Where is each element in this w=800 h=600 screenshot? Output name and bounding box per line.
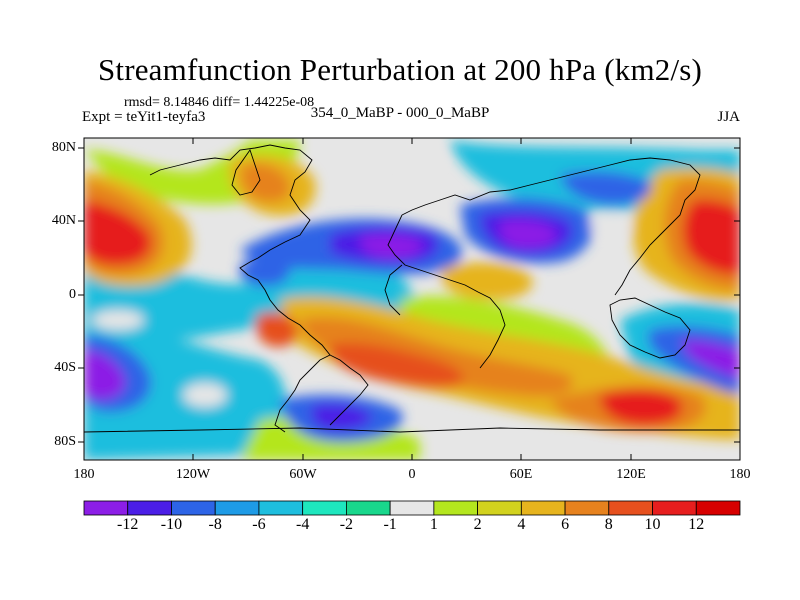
difference-label: 354_0_MaBP - 000_0_MaBP: [310, 105, 490, 121]
lat-label-40s: 40S: [54, 360, 76, 375]
colorbar-label: 4: [517, 516, 526, 533]
lat-label-40n: 40N: [51, 213, 76, 228]
colorbar-label: -8: [208, 516, 222, 533]
colorbar-swatch: [214, 500, 260, 516]
colorbar-swatch: [83, 500, 129, 516]
colorbar-label: 10: [644, 516, 661, 533]
colorbar-swatch: [695, 500, 741, 516]
plot-title: Streamfunction Perturbation at 200 hPa (…: [97, 52, 703, 87]
lon-label-60e: 60E: [509, 467, 533, 482]
lat-label-80n: 80N: [51, 140, 76, 155]
colorbar-label: -1: [383, 516, 397, 533]
lat-label-80s: 80S: [54, 434, 76, 449]
season-label: JJA: [717, 109, 740, 125]
lon-label-120e: 120E: [616, 467, 646, 482]
colorbar-label: -6: [252, 516, 266, 533]
colorbar-label: 6: [561, 516, 570, 533]
colorbar-label: 12: [688, 516, 705, 533]
colorbar-swatch: [302, 500, 347, 516]
lon-label-180w: 180: [73, 467, 95, 482]
colorbar: [83, 500, 741, 516]
colorbar-swatch: [477, 500, 522, 516]
colorbar-swatch: [564, 500, 610, 516]
experiment-label: Expt = teYit1-teyfa3: [82, 109, 206, 125]
lon-label-180e: 180: [729, 467, 751, 482]
lon-ticks: [83, 138, 741, 460]
colorbar-swatch: [345, 500, 391, 516]
colorbar-swatch: [652, 500, 697, 516]
colorbar-swatch: [520, 500, 566, 516]
contour-field: [84, 138, 740, 460]
lon-label-120w: 120W: [175, 467, 211, 482]
colorbar-swatch: [389, 500, 435, 516]
stats-label: rmsd= 8.14846 diff= 1.44225e-08: [124, 95, 315, 110]
colorbar-label: -2: [339, 516, 354, 533]
lat-label-0: 0: [69, 287, 76, 302]
colorbar-label: -10: [160, 516, 183, 533]
colorbar-label: 2: [473, 516, 482, 533]
colorbar-swatch: [258, 500, 304, 516]
colorbar-label: 1: [429, 516, 438, 533]
colorbar-label: 8: [604, 516, 613, 533]
colorbar-swatch: [433, 500, 479, 516]
colorbar-swatch: [608, 500, 653, 516]
colorbar-swatch: [127, 500, 172, 516]
lon-label-0: 0: [408, 467, 416, 482]
colorbar-swatch: [171, 500, 216, 516]
lon-label-60w: 60W: [289, 467, 317, 482]
colorbar-label: -4: [295, 516, 310, 533]
colorbar-label: -12: [117, 516, 139, 533]
lat-ticks: [78, 147, 740, 443]
